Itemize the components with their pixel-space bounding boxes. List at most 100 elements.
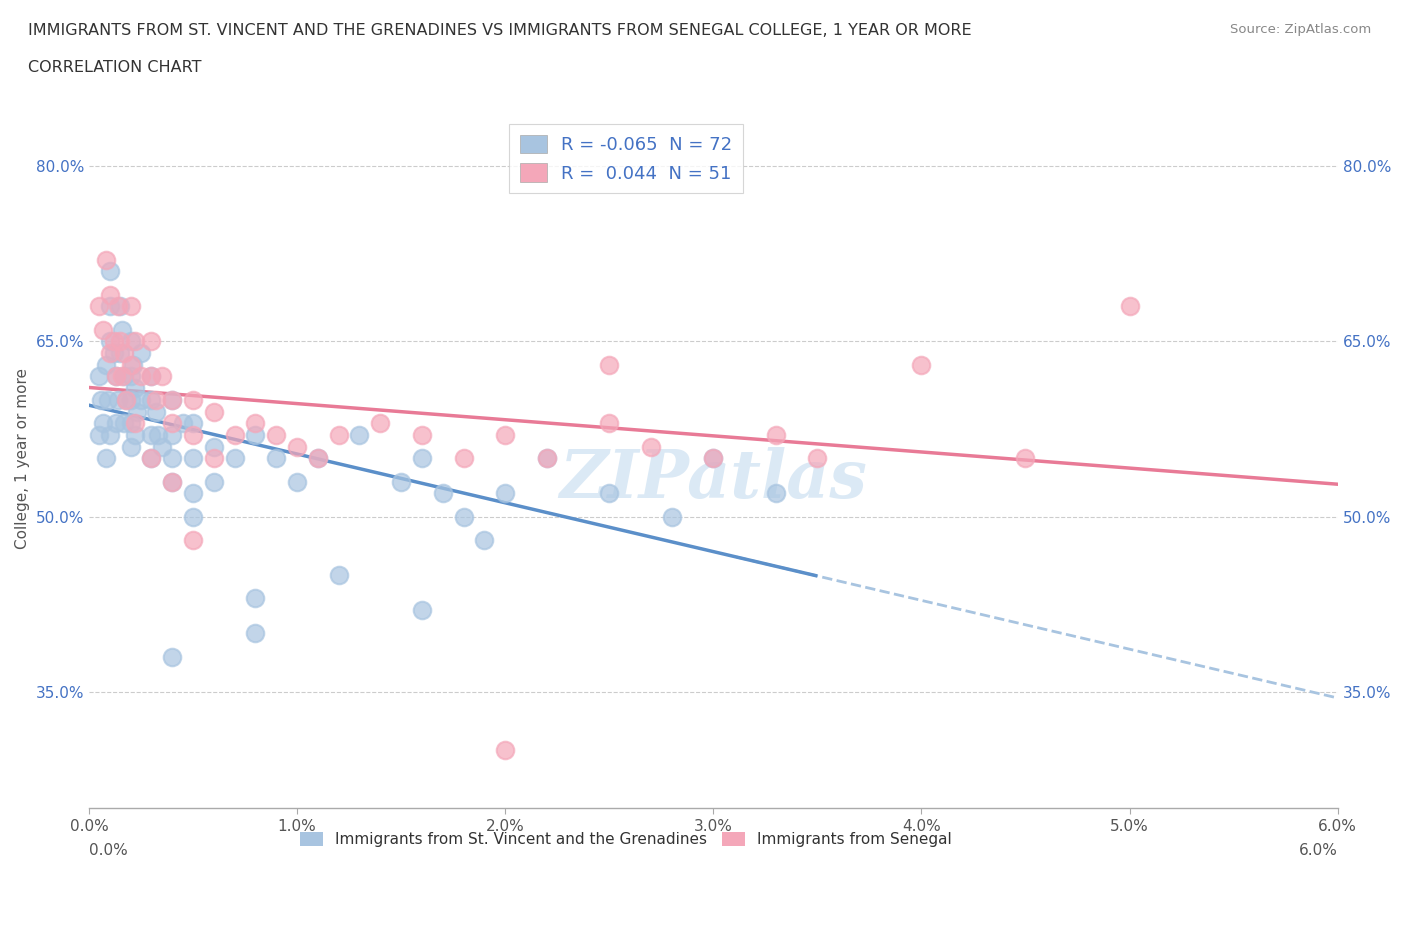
Point (111, 369, 134, 384)
Text: 6.0%: 6.0% (1299, 844, 1337, 858)
Point (104, 416, 127, 431)
Point (1118, 299, 1140, 314)
Point (108, 299, 131, 314)
Point (150, 369, 173, 384)
Legend: Immigrants from St. Vincent and the Grenadines, Immigrants from Senegal: Immigrants from St. Vincent and the Gren… (294, 826, 957, 854)
Point (98, 428, 121, 443)
Point (411, 451, 433, 466)
Point (368, 416, 391, 431)
Point (89, 428, 111, 443)
Point (97, 392, 120, 407)
Point (411, 603, 433, 618)
Point (160, 392, 183, 407)
Point (172, 416, 194, 431)
Point (349, 428, 371, 443)
Point (108, 334, 131, 349)
Point (181, 533, 204, 548)
Point (160, 451, 183, 466)
Point (115, 392, 138, 407)
Point (141, 451, 163, 466)
Point (245, 591, 267, 605)
Point (98, 299, 121, 314)
Point (160, 474, 183, 489)
Point (264, 428, 287, 443)
Point (108, 346, 131, 361)
Point (181, 509, 204, 524)
Point (107, 392, 129, 407)
Point (141, 334, 163, 349)
Point (307, 451, 329, 466)
Point (98, 346, 121, 361)
Point (285, 474, 308, 489)
Point (640, 439, 662, 454)
Point (160, 474, 183, 489)
Point (129, 346, 152, 361)
Point (107, 299, 129, 314)
Point (103, 334, 125, 349)
Point (94, 252, 117, 267)
Point (453, 451, 475, 466)
Point (93, 323, 115, 338)
Point (702, 451, 724, 466)
Point (202, 404, 225, 418)
Point (328, 428, 350, 443)
Point (285, 439, 308, 454)
Point (120, 357, 142, 372)
Point (432, 485, 454, 500)
Point (307, 451, 329, 466)
Point (245, 428, 267, 443)
Point (112, 346, 135, 361)
Point (115, 392, 138, 407)
Point (124, 428, 146, 443)
Point (94, 357, 117, 372)
Point (160, 416, 183, 431)
Point (146, 428, 169, 443)
Point (141, 369, 163, 384)
Point (89, 369, 111, 384)
Point (103, 346, 125, 361)
Point (494, 485, 516, 500)
Point (129, 369, 152, 384)
Point (94, 451, 117, 466)
Point (111, 323, 134, 338)
Point (494, 742, 516, 757)
Point (702, 451, 724, 466)
Point (181, 451, 204, 466)
Text: IMMIGRANTS FROM ST. VINCENT AND THE GRENADINES VS IMMIGRANTS FROM SENEGAL COLLEG: IMMIGRANTS FROM ST. VINCENT AND THE GREN… (28, 23, 972, 38)
Point (910, 357, 932, 372)
Point (472, 533, 495, 548)
Point (124, 334, 146, 349)
Point (224, 428, 246, 443)
Point (598, 357, 620, 372)
Point (160, 428, 183, 443)
Text: Source: ZipAtlas.com: Source: ZipAtlas.com (1230, 23, 1371, 36)
Point (181, 416, 204, 431)
Point (120, 299, 142, 314)
Point (90, 392, 112, 407)
Point (141, 428, 163, 443)
Point (129, 392, 152, 407)
Point (224, 451, 246, 466)
Point (160, 392, 183, 407)
Point (120, 416, 142, 431)
Point (112, 369, 135, 384)
Point (245, 626, 267, 641)
Point (89, 299, 111, 314)
Point (93, 416, 115, 431)
Point (411, 428, 433, 443)
Point (120, 392, 142, 407)
Point (536, 451, 558, 466)
Point (98, 287, 121, 302)
Point (120, 334, 142, 349)
Point (120, 369, 142, 384)
Point (202, 451, 225, 466)
Point (145, 392, 167, 407)
Point (494, 428, 516, 443)
Point (120, 439, 142, 454)
Point (453, 509, 475, 524)
Point (1014, 451, 1036, 466)
Point (661, 509, 683, 524)
Text: CORRELATION CHART: CORRELATION CHART (28, 60, 201, 75)
Point (181, 428, 204, 443)
Point (536, 451, 558, 466)
